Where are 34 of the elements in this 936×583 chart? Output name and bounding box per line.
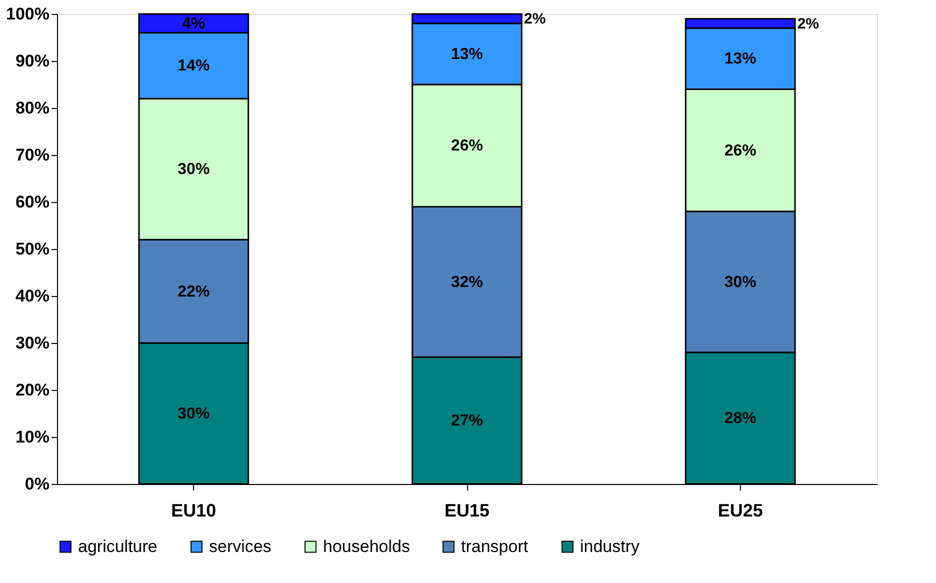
data-label: 2% <box>524 10 546 28</box>
legend-label: agriculture <box>78 536 158 556</box>
x-tick-label: EU15 <box>444 500 490 520</box>
y-tick-label: 70% <box>15 146 50 164</box>
y-tick-label: 60% <box>15 192 50 212</box>
data-label: 2% <box>797 15 820 32</box>
data-label: 30% <box>724 274 756 291</box>
data-label: 26% <box>450 138 484 155</box>
legend-label: transport <box>461 536 528 556</box>
data-label: 28% <box>724 410 756 428</box>
legend-label: services <box>209 536 272 556</box>
data-label: 13% <box>450 46 484 63</box>
y-tick-label: 90% <box>15 52 50 70</box>
y-tick-label: 40% <box>15 286 50 306</box>
data-label: 30% <box>178 406 210 422</box>
x-tick-label: EU25 <box>718 500 763 520</box>
data-label: 4% <box>182 15 206 32</box>
y-tick-label: 20% <box>15 380 50 400</box>
x-tick-label: EU10 <box>171 500 216 520</box>
y-tick-label: 100% <box>6 4 50 24</box>
data-label: 30% <box>178 161 210 178</box>
data-label: 26% <box>724 142 756 160</box>
y-tick-label: 0% <box>24 474 50 494</box>
data-label: 22% <box>178 283 210 300</box>
y-tick-label: 50% <box>15 240 50 258</box>
legend-label: industry <box>580 536 640 556</box>
y-tick-label: 80% <box>15 98 50 118</box>
data-label: 27% <box>450 412 484 430</box>
data-label: 13% <box>724 50 756 68</box>
data-label: 32% <box>450 274 484 291</box>
data-label: 14% <box>178 58 210 75</box>
y-tick-label: 30% <box>15 334 50 352</box>
y-tick-label: 10% <box>15 428 50 446</box>
legend-label: households <box>323 536 410 556</box>
